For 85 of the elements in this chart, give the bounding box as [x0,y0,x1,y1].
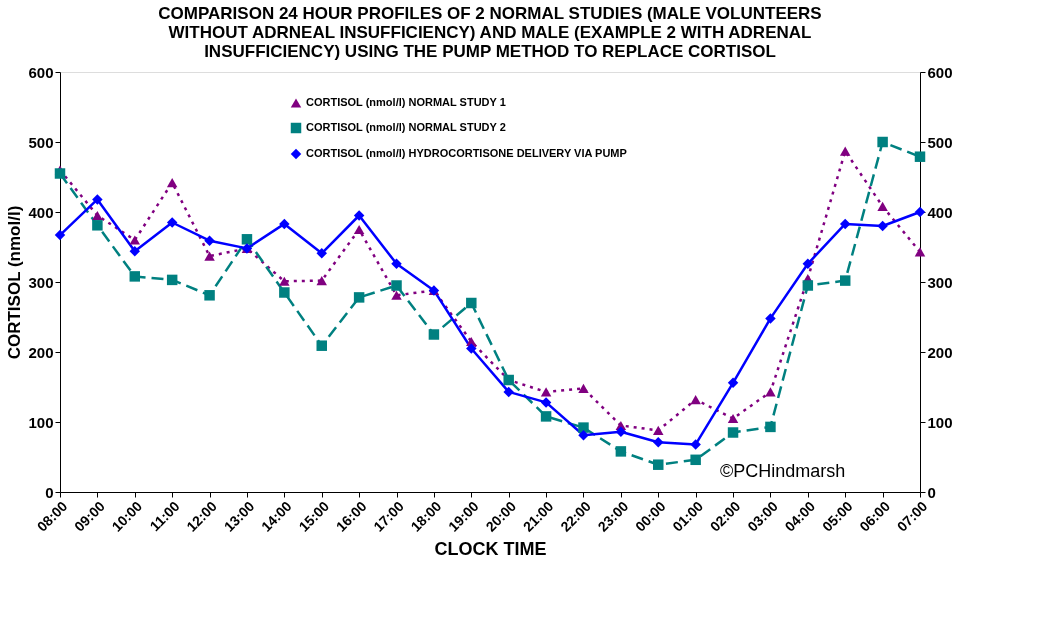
y2-tick-label: 400 [927,203,953,221]
point [727,413,739,424]
point [54,168,66,179]
point [92,220,103,231]
point [877,201,888,211]
point [129,245,141,257]
point [914,151,926,162]
point [279,287,290,298]
y-tick-label: 500 [28,133,54,151]
point [877,220,888,232]
point [129,235,141,245]
point [353,210,365,221]
point [727,377,739,389]
point [353,292,365,303]
point [316,248,327,259]
point [92,210,103,221]
point [802,280,814,291]
point [540,411,552,422]
point [765,313,776,324]
point [279,218,290,230]
y-tick-label: 200 [28,343,54,361]
point [129,271,141,282]
legend-label: CORTISOL (nmol/l) HYDROCORTISONE DELIVERY VIA PUMP [306,147,627,159]
point [690,439,701,450]
point [802,258,814,270]
y-tick-label: 600 [28,63,54,81]
legend-label: CORTISOL (nmol/l) NORMAL STUDY 2 [306,121,506,133]
point [353,224,365,235]
point [204,235,215,246]
point [54,229,66,241]
point [391,290,402,300]
point [690,395,701,405]
point [391,280,402,291]
point [166,217,178,228]
point [204,251,215,261]
text: INSUFFICIENCY) USING THE PUMP METHOD TO REPLACE CORTISOL [204,42,776,61]
x-axis-title: CLOCK TIME [434,538,547,559]
point [503,386,514,398]
point [466,297,477,309]
point [914,206,926,218]
point [727,427,739,438]
text: COMPARISON 24 HOUR PROFILES OF 2 NORMAL STUDIES (MALE VOLUNTEERS [158,4,822,23]
point [615,426,627,438]
point [241,234,253,245]
y-tick-label: 400 [28,203,54,221]
point [279,276,290,286]
point [765,387,776,397]
point [653,459,664,470]
point [839,275,851,286]
y-tick-label: 0 [45,483,54,501]
point [466,343,477,354]
point [428,329,440,340]
y-tick-label: 300 [28,273,54,291]
y2-tick-label: 300 [927,273,953,291]
point [540,387,552,397]
annotation: ©PCHindmarsh [720,461,846,481]
y-axis-title: CORTISOL (nmol/l) [5,205,25,360]
y2-tick-label: 500 [927,133,953,151]
text: WITHOUT ADRNEAL INSUFFICIENCY) AND MALE (EXAMPLE 2 WITH ADRENAL [168,23,812,42]
point [653,437,664,448]
point [166,178,178,188]
point [578,422,589,433]
point [839,218,851,230]
point [578,383,589,393]
point [92,194,103,205]
point [540,397,552,408]
point [578,430,589,441]
point [839,146,851,156]
point [166,274,178,286]
point [690,454,701,466]
point [877,136,888,148]
y2-tick-label: 600 [927,63,953,81]
point [204,290,215,301]
point [914,247,926,257]
point [615,446,627,457]
point [391,258,402,270]
y2-tick-label: 100 [927,413,953,431]
y2-tick-label: 0 [927,483,936,501]
point [316,276,327,286]
y-tick-label: 100 [28,413,54,431]
y2-tick-label: 200 [927,343,953,361]
point [653,425,664,435]
legend-label: CORTISOL (nmol/l) NORMAL STUDY 1 [306,96,506,108]
point [765,421,776,433]
point [316,340,327,351]
